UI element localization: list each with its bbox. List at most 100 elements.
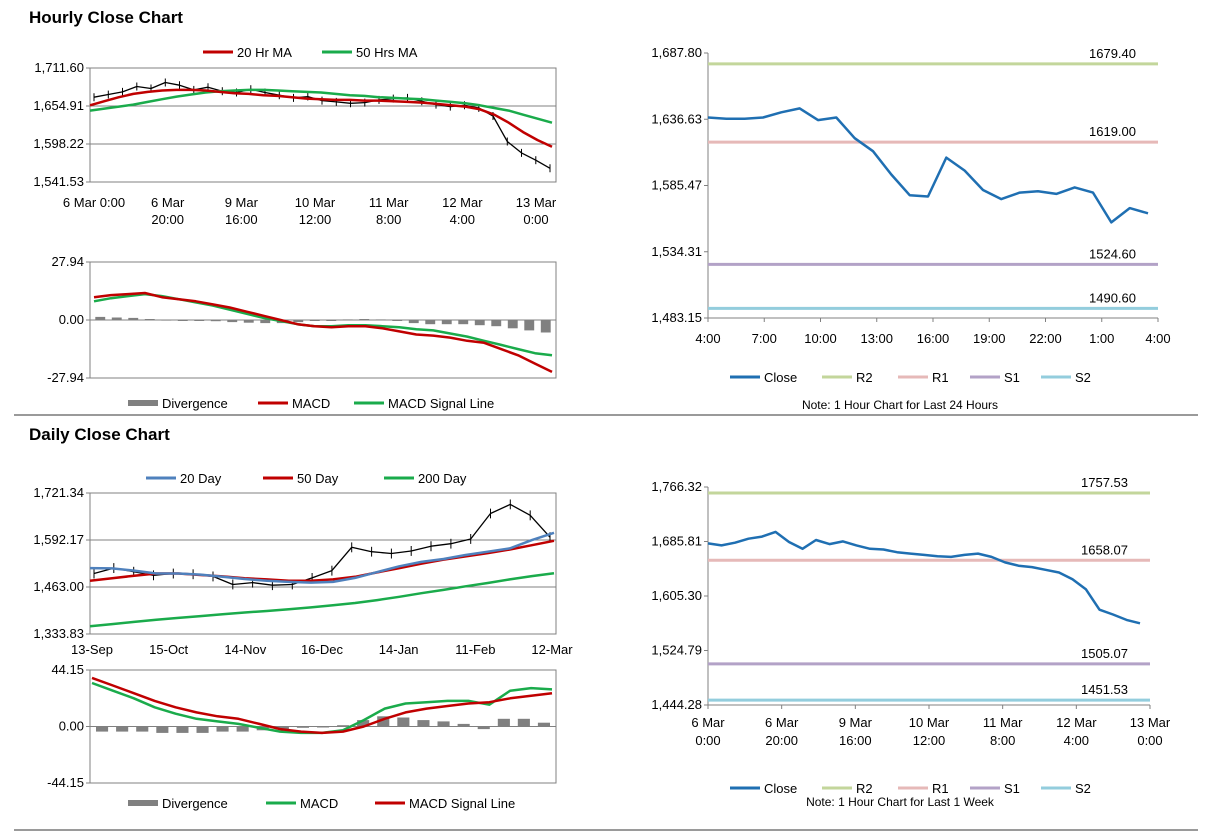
hourly-price-ytick: 1,541.53 (33, 174, 84, 189)
daily-price-xtick: 15-Oct (149, 642, 188, 657)
hourly-divergence-bar (309, 320, 320, 321)
daily-divergence-bar (397, 717, 410, 727)
daily-ma200-line (89, 571, 555, 628)
hourly-pivot-ytick: 1,687.80 (651, 45, 702, 60)
hourly-price-ytick: 1,711.60 (34, 60, 84, 75)
hourly-pivot-xtick: 22:00 (1029, 331, 1062, 346)
hourly-divergence-bar (95, 316, 106, 320)
daily-price-bar-link (450, 538, 471, 545)
hourly-pivot-chart: 1,687.80 1,636.63 1,585.47 1,534.31 1,483.15… (651, 45, 1170, 412)
hourly-pivot-xtick: 10:00 (804, 331, 837, 346)
daily-pivot-level-label: 1658.07 (1081, 542, 1128, 557)
daily-divergence-bar (236, 726, 249, 732)
hourly-divergence-bar (128, 317, 139, 320)
hourly-pivot-legend-s2: S2 (1075, 370, 1091, 385)
daily-pivot-xtick-sub: 12:00 (913, 733, 946, 748)
daily-divergence-bar (517, 718, 530, 727)
hourly-price-xtick: 13 Mar (516, 195, 557, 210)
hourly-pivot-ytick: 1,534.31 (651, 244, 702, 259)
daily-divergence-bar (156, 726, 169, 733)
hourly-divergence-bar (491, 320, 502, 327)
daily-pivot-xtick: 6 Mar (765, 715, 799, 730)
daily-divergence-bar (417, 720, 430, 727)
daily-pivot-close-line (707, 530, 1141, 625)
daily-pivot-legend-r2: R2 (856, 781, 873, 796)
hourly-ma20-line (89, 88, 553, 148)
hourly-divergence-bar (392, 320, 403, 321)
hourly-section-title: Hourly Close Chart (29, 8, 183, 27)
hourly-divergence-bar (540, 320, 551, 333)
hourly-price-xtick: 6 Mar (151, 195, 185, 210)
hourly-divergence-bar (342, 319, 353, 321)
hourly-price-xtick: 10 Mar (295, 195, 336, 210)
daily-legend-200day: 200 Day (418, 471, 467, 486)
daily-price-chart: 1,721.34 1,592.17 1,463.00 1,333.83 20 Day 50… (33, 471, 573, 657)
daily-pivot-ytick: 1,605.30 (651, 588, 702, 603)
hourly-legend-macd: MACD (292, 396, 330, 411)
hourly-price-bar-link (336, 101, 351, 104)
hourly-price-bar-link (350, 101, 365, 104)
bottom-divider (14, 829, 1198, 831)
hourly-pivot-xtick: 4:00 (695, 331, 720, 346)
hourly-divergence-bar (408, 320, 419, 324)
hourly-pivot-legend-r2: R2 (856, 370, 873, 385)
hourly-price-xtick-sub: 4:00 (450, 212, 475, 227)
daily-price-bar-link (212, 575, 234, 586)
hourly-price-bar-link (321, 99, 337, 103)
hourly-macd-line (93, 291, 553, 374)
hourly-pivot-legend-close: Close (764, 370, 797, 385)
hourly-price-bar-link (506, 140, 522, 154)
daily-macd-ytick: -44.15 (47, 775, 84, 790)
hourly-price-bar-link (122, 85, 138, 93)
daily-ma20-line (89, 531, 555, 584)
daily-price-bar-link (311, 569, 333, 579)
hourly-price-bar-link (93, 93, 109, 98)
daily-divergence-bar (176, 726, 189, 733)
hourly-price-bar-link (535, 159, 551, 169)
daily-pivot-xtick: 10 Mar (909, 715, 950, 730)
hourly-price-bar-link (136, 85, 152, 90)
daily-price-bar-link (391, 550, 412, 555)
daily-pivot-legend-s1: S1 (1004, 781, 1020, 796)
daily-pivot-ytick: 1,685.81 (651, 534, 702, 549)
hourly-divergence-bar (474, 320, 485, 326)
daily-price-bar-link (509, 503, 531, 516)
hourly-pivot-level-label: 1619.00 (1089, 124, 1136, 139)
daily-pivot-xtick-sub: 0:00 (1137, 733, 1162, 748)
daily-macd-ytick: 44.15 (51, 662, 84, 677)
hourly-pivot-level-label: 1524.60 (1089, 246, 1136, 261)
hourly-price-ytick: 1,598.22 (33, 136, 84, 151)
daily-divergence-bar (276, 726, 289, 730)
hourly-divergence-bar (260, 320, 271, 324)
daily-pivot-xtick-sub: 4:00 (1064, 733, 1089, 748)
hourly-price-bar-link (108, 91, 123, 96)
hourly-legend-signal: MACD Signal Line (388, 396, 494, 411)
hourly-pivot-xtick: 13:00 (860, 331, 893, 346)
daily-divergence-bar (457, 723, 470, 727)
daily-price-bar-link (411, 545, 432, 552)
hourly-divergence-bar (111, 317, 122, 320)
daily-price-ytick: 1,592.17 (33, 532, 84, 547)
daily-price-xtick: 16-Dec (301, 642, 343, 657)
daily-divergence-bar (296, 726, 309, 728)
hourly-divergence-bar (507, 320, 518, 329)
daily-legend-20day: 20 Day (180, 471, 222, 486)
daily-pivot-ytick: 1,524.79 (651, 643, 702, 658)
daily-divergence-bar (216, 726, 229, 732)
hourly-pivot-ytick: 1,585.47 (651, 178, 702, 193)
daily-legend-macd: MACD (300, 796, 338, 811)
hourly-price-bar-link (521, 152, 537, 161)
daily-divergence-bar (337, 725, 350, 727)
hourly-pivot-xtick: 19:00 (973, 331, 1006, 346)
daily-price-bar-link (331, 546, 353, 572)
hourly-divergence-bar (227, 320, 238, 323)
daily-divergence-bar (497, 718, 510, 727)
hourly-price-xtick-sub: 20:00 (151, 212, 184, 227)
hourly-price-xtick-sub: 8:00 (376, 212, 401, 227)
daily-divergence-bar (116, 726, 129, 732)
section-divider (14, 414, 1198, 416)
hourly-pivot-xtick: 4:00 (1145, 331, 1170, 346)
daily-signal-line (91, 676, 553, 735)
daily-divergence-bar (196, 726, 209, 733)
daily-divergence-bar (317, 726, 330, 728)
